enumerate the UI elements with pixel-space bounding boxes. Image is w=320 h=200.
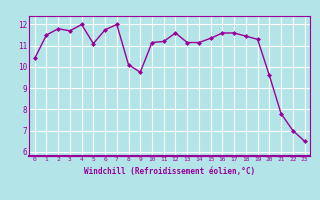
X-axis label: Windchill (Refroidissement éolien,°C): Windchill (Refroidissement éolien,°C) <box>84 167 255 176</box>
